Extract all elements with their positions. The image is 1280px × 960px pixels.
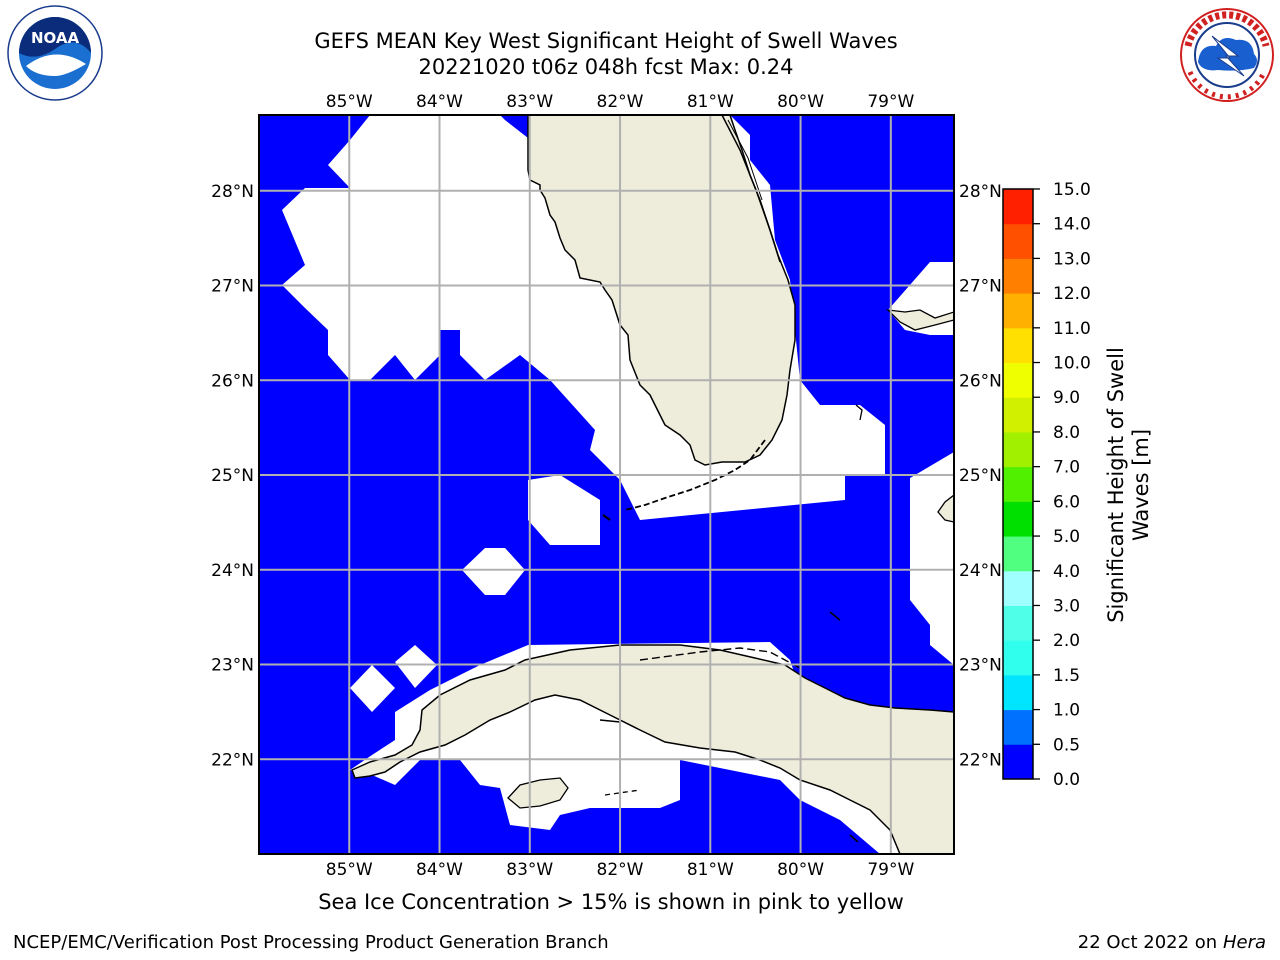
lat-tick-label: 25°N: [211, 466, 254, 486]
colorbar-tick-label: 5.0: [1053, 527, 1080, 547]
lat-tick-label: 28°N: [211, 182, 254, 202]
lat-tick-label: 24°N: [211, 561, 254, 581]
colorbar-segment: [1003, 189, 1033, 225]
land-cuba: [351, 644, 954, 854]
noaa-logo: NOAA: [7, 5, 103, 101]
colorbar-frame: [1002, 188, 1034, 780]
sea-ice-note: Sea Ice Concentration > 15% is shown in …: [318, 890, 904, 914]
colorbar-tick-label: 0.0: [1053, 770, 1080, 790]
colorbar-segment: [1003, 431, 1033, 468]
svg-text:NOAA: NOAA: [31, 29, 80, 47]
lon-labels-top: 85°W 84°W 83°W 82°W 81°W 80°W 79°W: [326, 92, 915, 112]
colorbar-tick-label: 14.0: [1053, 215, 1091, 235]
colorbar-segment: [1003, 466, 1033, 502]
colorbar-tick-label: 10.0: [1053, 354, 1091, 374]
lon-tick-label: 83°W: [506, 860, 553, 880]
lat-tick-label: 22°N: [211, 750, 254, 770]
lon-tick-label: 81°W: [687, 92, 734, 112]
colorbar-segment: [1003, 536, 1033, 572]
colorbar-tick-label: 13.0: [1053, 249, 1091, 269]
colorbar-tick-label: 4.0: [1053, 562, 1080, 582]
colorbar-tick-label: 7.0: [1053, 458, 1080, 478]
map-area: [259, 115, 954, 854]
svg-text:Waves [m]: Waves [m]: [1129, 429, 1153, 541]
lon-tick-label: 82°W: [597, 92, 644, 112]
lon-tick-label: 79°W: [867, 860, 914, 880]
lon-labels-bottom: 85°W 84°W 83°W 82°W 81°W 80°W 79°W: [326, 860, 915, 880]
lon-tick-label: 80°W: [777, 92, 824, 112]
colorbar-tick-label: 15.0: [1053, 180, 1091, 200]
colorbar-tick-label: 0.5: [1053, 735, 1080, 755]
colorbar-tick-label: 11.0: [1053, 319, 1091, 339]
nws-logo: [1180, 8, 1274, 102]
colorbar-segment: [1003, 674, 1033, 711]
lat-tick-label: 23°N: [211, 656, 254, 676]
colorbar-tick-label: 9.0: [1053, 388, 1080, 408]
svg-text:Significant Height of Swell: Significant Height of Swell: [1104, 347, 1128, 623]
colorbar-segment: [1003, 223, 1033, 259]
gridlines: [259, 115, 954, 854]
lat-tick-label: 26°N: [211, 371, 254, 391]
colorbar-tick-label: 2.0: [1053, 631, 1080, 651]
colorbar-segment: [1003, 397, 1033, 433]
colorbar-tick-label: 12.0: [1053, 284, 1091, 304]
lat-labels-left: 28°N 27°N 26°N 25°N 24°N 23°N 22°N: [211, 182, 254, 770]
lat-tick-label: 25°N: [959, 466, 1002, 486]
lon-tick-label: 82°W: [597, 860, 644, 880]
colorbar-segment: [1003, 570, 1033, 606]
lat-labels-right: 28°N 27°N 26°N 25°N 24°N 23°N 22°N: [959, 182, 1002, 770]
lon-tick-label: 80°W: [777, 860, 824, 880]
colorbar-tick-label: 1.5: [1053, 666, 1080, 686]
lon-tick-label: 84°W: [416, 92, 463, 112]
lat-tick-label: 28°N: [959, 182, 1002, 202]
colorbar-segment: [1003, 362, 1033, 398]
footer-date: 22 Oct 2022 on Hera: [1077, 932, 1266, 953]
lon-tick-label: 83°W: [506, 92, 553, 112]
lat-tick-label: 24°N: [959, 561, 1002, 581]
lon-tick-label: 81°W: [687, 860, 734, 880]
lat-tick-label: 27°N: [211, 277, 254, 297]
colorbar-segment: [1003, 744, 1033, 780]
colorbar-segment: [1003, 258, 1033, 294]
colorbar-segment: [1003, 501, 1033, 537]
chart-title: GEFS MEAN Key West Significant Height of…: [314, 29, 898, 53]
colorbar-tick-label: 8.0: [1053, 423, 1080, 443]
lat-tick-label: 22°N: [959, 750, 1002, 770]
colorbar-segment: [1003, 640, 1033, 676]
land-isla-juventud: [507, 777, 569, 809]
colorbar: [1002, 188, 1034, 780]
colorbar-segment: [1003, 709, 1033, 745]
colorbar-title: Significant Height of Swell Waves [m]: [1104, 347, 1153, 623]
lon-tick-label: 84°W: [416, 860, 463, 880]
lon-tick-label: 85°W: [326, 860, 373, 880]
map-frame: [258, 114, 955, 855]
colorbar-tick-label: 1.0: [1053, 701, 1080, 721]
colorbar-segment: [1003, 605, 1033, 641]
colorbar-segment: [1003, 327, 1033, 364]
lat-tick-label: 27°N: [959, 277, 1002, 297]
lon-tick-label: 79°W: [867, 92, 914, 112]
colorbar-tick-label: 6.0: [1053, 492, 1080, 512]
chart-subtitle: 20221020 t06z 048h fcst Max: 0.24: [418, 55, 794, 79]
lat-tick-label: 23°N: [959, 656, 1002, 676]
colorbar-segment: [1003, 293, 1033, 329]
lat-tick-label: 26°N: [959, 371, 1002, 391]
footer-credit: NCEP/EMC/Verification Post Processing Pr…: [13, 932, 609, 953]
lon-tick-label: 85°W: [326, 92, 373, 112]
colorbar-tick-labels: 0.0 0.5 1.0 1.5 2.0 3.0 4.0 5.0 6.0 7.0 8.0 9.0 10.0…: [1033, 180, 1091, 790]
colorbar-tick-label: 3.0: [1053, 596, 1080, 616]
